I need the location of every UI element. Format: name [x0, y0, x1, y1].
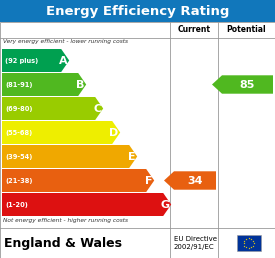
Text: C: C [94, 103, 102, 114]
Polygon shape [212, 75, 273, 94]
Bar [236, 235, 260, 251]
Polygon shape [2, 145, 137, 168]
Polygon shape [2, 193, 171, 216]
Text: 85: 85 [240, 79, 255, 90]
Text: B: B [76, 79, 85, 90]
Text: Very energy efficient - lower running costs: Very energy efficient - lower running co… [3, 39, 128, 44]
Text: England & Wales: England & Wales [4, 237, 122, 249]
Text: (92 plus): (92 plus) [5, 58, 38, 63]
Text: D: D [109, 127, 119, 138]
Text: F: F [145, 175, 153, 186]
Polygon shape [2, 49, 69, 72]
Text: 34: 34 [187, 175, 203, 186]
Text: (55-68): (55-68) [5, 130, 32, 135]
Text: Not energy efficient - higher running costs: Not energy efficient - higher running co… [3, 218, 128, 223]
Bar [0, 0, 275, 22]
Polygon shape [2, 73, 86, 96]
Text: (39-54): (39-54) [5, 154, 32, 159]
Polygon shape [2, 169, 154, 192]
Text: (69-80): (69-80) [5, 106, 32, 111]
Text: 2002/91/EC: 2002/91/EC [174, 244, 214, 250]
Text: Potential: Potential [227, 26, 266, 35]
Text: E: E [128, 151, 136, 162]
Text: (21-38): (21-38) [5, 178, 32, 183]
Text: G: G [161, 199, 170, 209]
Polygon shape [2, 97, 103, 120]
Text: EU Directive: EU Directive [174, 236, 217, 242]
Text: (81-91): (81-91) [5, 82, 32, 87]
Text: Current: Current [177, 26, 210, 35]
Text: A: A [59, 55, 68, 66]
Polygon shape [2, 121, 120, 144]
Polygon shape [164, 171, 216, 190]
Text: (1-20): (1-20) [5, 201, 28, 207]
Text: Energy Efficiency Rating: Energy Efficiency Rating [46, 4, 229, 18]
